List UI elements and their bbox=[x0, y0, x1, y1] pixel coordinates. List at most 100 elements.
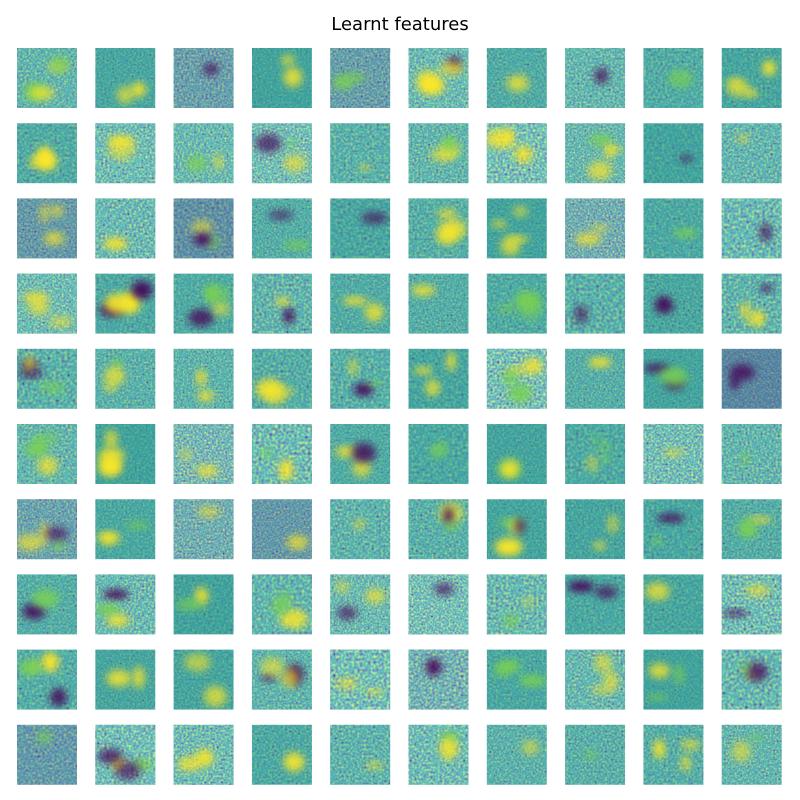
tile-feature-blob bbox=[116, 85, 135, 105]
tile-noise bbox=[330, 348, 391, 409]
tile-feature-blob bbox=[196, 369, 206, 387]
tile-feature-blob bbox=[260, 448, 273, 458]
feature-tile bbox=[251, 123, 312, 184]
tile-feature-blob bbox=[104, 366, 125, 386]
tile-noise bbox=[251, 48, 312, 108]
tile-noise bbox=[95, 198, 156, 259]
feature-tile bbox=[17, 424, 77, 484]
tile-feature-blob bbox=[268, 210, 294, 221]
feature-tile bbox=[643, 348, 704, 409]
feature-tile bbox=[330, 348, 391, 409]
tile-feature-blob bbox=[203, 685, 227, 708]
tile-noise bbox=[721, 574, 782, 635]
tile-feature-blob bbox=[39, 522, 50, 544]
feature-tile bbox=[408, 499, 469, 560]
tile-feature-blob bbox=[50, 205, 64, 217]
tile-feature-blob bbox=[353, 383, 374, 397]
feature-tile bbox=[408, 724, 469, 785]
feature-tile bbox=[565, 273, 626, 334]
feature-tile bbox=[173, 574, 234, 635]
tile-feature-blob bbox=[98, 447, 125, 464]
tile-feature-blob bbox=[206, 285, 231, 304]
tile-noise bbox=[486, 574, 547, 635]
tile-feature-blob bbox=[283, 241, 311, 250]
feature-tile bbox=[173, 499, 234, 560]
tile-feature-blob bbox=[523, 358, 543, 375]
tile-feature-blob bbox=[32, 589, 59, 608]
tile-feature-blob bbox=[587, 161, 612, 180]
tile-feature-blob bbox=[107, 136, 134, 147]
feature-tile bbox=[173, 48, 234, 108]
tile-feature-blob bbox=[591, 685, 612, 695]
feature-tile bbox=[330, 123, 391, 184]
tile-feature-blob bbox=[39, 380, 66, 395]
tile-feature-blob bbox=[114, 761, 141, 781]
tile-noise bbox=[17, 48, 77, 108]
tile-feature-blob bbox=[433, 583, 455, 596]
tile-feature-blob bbox=[745, 662, 769, 682]
tile-feature-blob bbox=[37, 456, 58, 476]
tile-feature-blob bbox=[590, 224, 610, 232]
feature-tile bbox=[17, 649, 77, 710]
tile-feature-blob bbox=[443, 219, 468, 239]
feature-grid bbox=[17, 48, 782, 785]
feature-tile bbox=[721, 724, 782, 785]
tile-feature-blob bbox=[281, 54, 295, 66]
tile-feature-blob bbox=[737, 134, 749, 143]
feature-tile bbox=[643, 574, 704, 635]
tile-feature-blob bbox=[133, 666, 145, 689]
tile-noise bbox=[251, 724, 312, 785]
tile-feature-blob bbox=[37, 145, 52, 167]
tile-feature-blob bbox=[95, 603, 121, 616]
tile-feature-blob bbox=[364, 303, 384, 322]
feature-tile bbox=[408, 424, 469, 484]
feature-tile bbox=[173, 198, 234, 259]
feature-tile bbox=[330, 424, 391, 484]
tile-feature-blob bbox=[501, 458, 520, 479]
tile-noise bbox=[721, 198, 782, 259]
tile-feature-blob bbox=[336, 581, 349, 593]
feature-tile bbox=[565, 424, 626, 484]
tile-noise bbox=[330, 198, 391, 259]
tile-feature-blob bbox=[658, 367, 685, 384]
figure-title: Learnt features bbox=[331, 14, 468, 35]
tile-feature-blob bbox=[508, 384, 532, 403]
tile-feature-blob bbox=[515, 518, 526, 535]
tile-feature-blob bbox=[277, 591, 292, 611]
feature-tile bbox=[408, 348, 469, 409]
feature-tile bbox=[95, 198, 156, 259]
tile-feature-blob bbox=[366, 761, 384, 770]
tile-feature-blob bbox=[739, 661, 750, 676]
tile-feature-blob bbox=[125, 520, 150, 530]
tile-noise bbox=[330, 123, 391, 184]
tile-feature-blob bbox=[673, 229, 698, 238]
tile-feature-blob bbox=[429, 148, 454, 162]
tile-feature-blob bbox=[195, 465, 219, 476]
tile-feature-blob bbox=[212, 301, 230, 316]
feature-tile bbox=[408, 48, 469, 108]
feature-tile bbox=[721, 424, 782, 484]
feature-tile bbox=[173, 424, 234, 484]
feature-tile bbox=[330, 649, 391, 710]
tile-noise bbox=[173, 48, 234, 108]
tile-noise bbox=[565, 348, 626, 409]
tile-feature-blob bbox=[497, 303, 516, 314]
feature-tile bbox=[486, 123, 547, 184]
tile-feature-blob bbox=[50, 55, 69, 73]
feature-tile bbox=[721, 48, 782, 108]
feature-tile bbox=[408, 198, 469, 259]
tile-feature-blob bbox=[283, 67, 303, 88]
feature-tile bbox=[643, 48, 704, 108]
feature-tile bbox=[251, 198, 312, 259]
feature-tile bbox=[643, 123, 704, 184]
tile-feature-blob bbox=[662, 448, 685, 457]
tile-noise bbox=[721, 724, 782, 785]
feature-tile bbox=[330, 48, 391, 108]
feature-tile bbox=[486, 273, 547, 334]
tile-feature-blob bbox=[439, 62, 464, 75]
tile-feature-blob bbox=[197, 390, 214, 402]
tile-feature-blob bbox=[29, 301, 50, 315]
tile-feature-blob bbox=[597, 443, 612, 450]
tile-feature-blob bbox=[96, 532, 121, 543]
tile-noise bbox=[643, 198, 704, 259]
